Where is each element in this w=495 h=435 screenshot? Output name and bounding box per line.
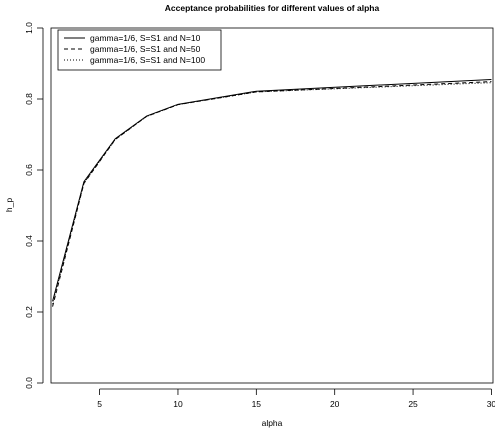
x-tick-label: 30 (487, 399, 495, 409)
legend-label-3: gamma=1/6, S=S1 and N=100 (90, 55, 205, 65)
series-line-3 (52, 82, 492, 305)
legend-box (57, 29, 222, 71)
legend-label-2: gamma=1/6, S=S1 and N=50 (90, 44, 201, 54)
y-tick-label: 0.6 (24, 164, 34, 176)
plot-area-frame (50, 27, 494, 384)
chart-title: Acceptance probabilities for different v… (165, 3, 380, 13)
x-axis: 5 10 15 20 25 30 (97, 388, 495, 409)
x-tick-label: 20 (330, 399, 340, 409)
y-tick-label: 0.8 (24, 93, 34, 105)
x-axis-label: alpha (262, 418, 283, 428)
y-tick-label: 1.0 (24, 22, 34, 34)
y-axis: 0.0 0.2 0.4 0.6 0.8 1.0 (24, 22, 44, 389)
legend-label-1: gamma=1/6, S=S1 and N=10 (90, 33, 201, 43)
y-tick-label: 0.0 (24, 377, 34, 389)
y-tick-label: 0.2 (24, 306, 34, 318)
x-tick-label: 10 (173, 399, 183, 409)
series-group (52, 78, 492, 307)
x-tick-label: 25 (408, 399, 418, 409)
x-tick-label: 5 (97, 399, 102, 409)
x-tick-label: 15 (252, 399, 262, 409)
y-tick-label: 0.4 (24, 235, 34, 247)
y-axis-label: h_p (4, 198, 14, 212)
